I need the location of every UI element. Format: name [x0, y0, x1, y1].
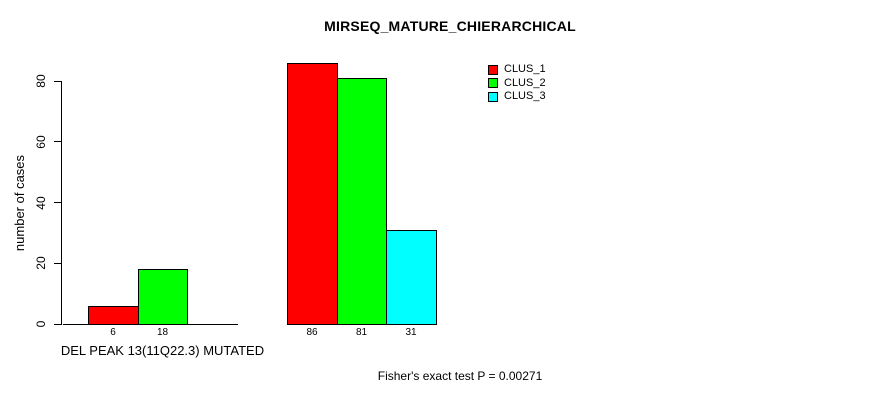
legend-item-clus_1: CLUS_1	[488, 63, 546, 77]
legend-label: CLUS_2	[504, 76, 546, 89]
bar-clus_3-group2	[386, 230, 437, 325]
y-axis-tick	[54, 323, 61, 325]
y-axis-tick	[54, 202, 61, 203]
y-axis-tick-label: 40	[34, 195, 48, 210]
bar-clus_1-group2	[287, 63, 338, 325]
bar-clus_1-group1	[88, 306, 139, 325]
bar-clus_2-group2	[337, 78, 387, 325]
y-axis-tick-label: 0	[34, 320, 48, 328]
legend-item-clus_2: CLUS_2	[488, 77, 546, 91]
y-axis-tick-label: 60	[34, 135, 48, 149]
legend-swatch-icon	[488, 78, 498, 89]
annotation-text: Fisher's exact test P = 0.00271	[377, 369, 543, 383]
y-axis-line	[61, 80, 62, 325]
y-axis-label: number of cases	[12, 154, 27, 252]
legend-swatch-icon	[488, 64, 498, 75]
y-axis-tick-label: 20	[34, 256, 48, 270]
bar-value-label: 6	[110, 327, 116, 338]
legend-label: CLUS_1	[504, 63, 546, 76]
legend-swatch-icon	[488, 91, 498, 102]
bar-value-label: 18	[156, 327, 169, 338]
y-axis-tick	[54, 262, 61, 264]
y-axis-tick	[54, 80, 61, 82]
bar-clus_2-group1	[138, 269, 188, 325]
legend: CLUS_1 CLUS_2 CLUS_3	[488, 63, 546, 104]
y-axis-tick	[54, 141, 61, 143]
legend-label: CLUS_3	[504, 90, 546, 103]
chart-title: MIRSEQ_MATURE_CHIERARCHICAL	[324, 18, 576, 34]
bar-value-label: 81	[355, 327, 368, 338]
legend-item-clus_3: CLUS_3	[488, 90, 546, 104]
y-axis-tick-label: 80	[34, 74, 48, 88]
bar-value-label: 31	[405, 327, 417, 338]
x-axis-label: DEL PEAK 13(11Q22.3) MUTATED	[60, 343, 265, 358]
bar-value-label: 86	[306, 327, 318, 338]
